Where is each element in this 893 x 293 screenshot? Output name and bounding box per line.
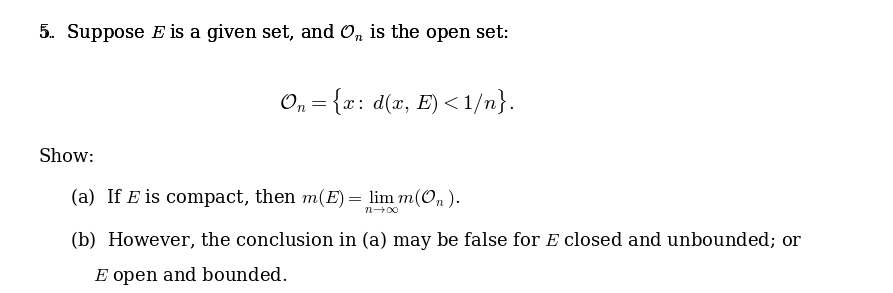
Text: (a)  If $E$ is compact, then $m(E) = \lim_{n\to\infty} m(\mathcal{O}_n)$.: (a) If $E$ is compact, then $m(E) = \lim… (70, 187, 460, 216)
Text: $\mathbf{5.}$  Suppose $E$ is a given set, and $\mathcal{O}_n$ is the open set:: $\mathbf{5.}$ Suppose $E$ is a given set… (38, 22, 509, 44)
Text: (b)  However, the conclusion in (a) may be false for $E$ closed and unbounded; o: (b) However, the conclusion in (a) may b… (70, 229, 803, 252)
Text: 5.  Suppose $E$ is a given set, and $\mathcal{O}_n$ is the open set:: 5. Suppose $E$ is a given set, and $\mat… (38, 22, 509, 44)
Text: $E$ open and bounded.: $E$ open and bounded. (94, 265, 288, 287)
Text: $\mathcal{O}_n = \{x:\; d(x,\, E) < 1/n\}.$: $\mathcal{O}_n = \{x:\; d(x,\, E) < 1/n\… (280, 86, 514, 117)
Text: Show:: Show: (38, 148, 95, 166)
